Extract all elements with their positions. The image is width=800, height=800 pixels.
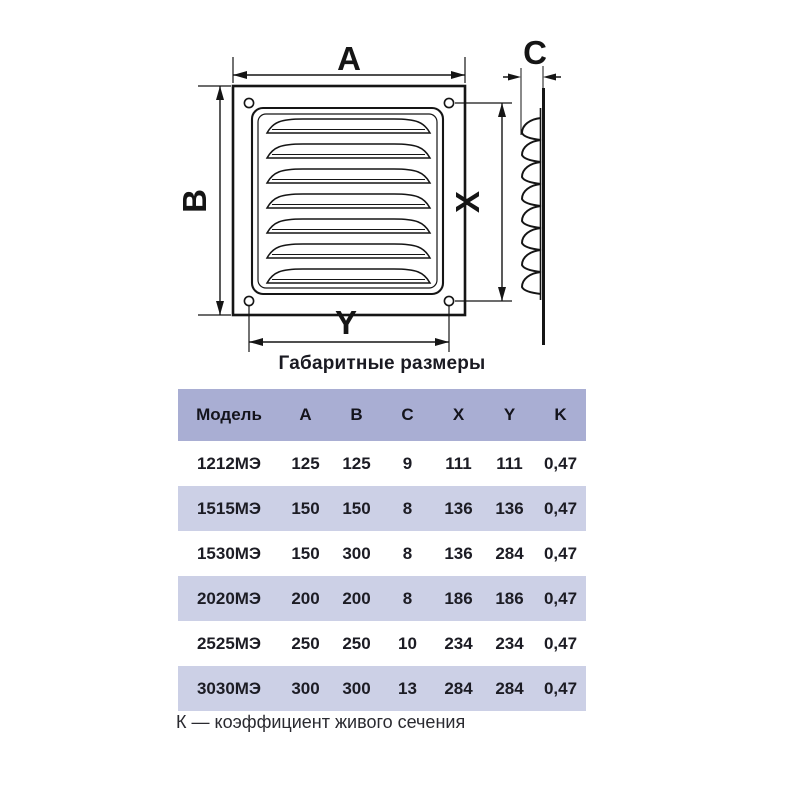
value-cell: 284 [495,543,524,563]
side-view: C [503,34,561,345]
value-cell: 125 [342,453,371,473]
screw-hole-icon [443,295,455,307]
column-header-c: C [401,405,414,424]
column-header-k: K [554,405,567,424]
value-cell: 125 [291,453,320,473]
value-cell: 136 [444,543,473,563]
value-cell: 0,47 [543,498,578,518]
spec-table: Модель A B C X Y K 1212МЭ 125 125 9 111 111 0,… [178,389,586,711]
dimension-b-label: B [176,189,213,213]
model-cell: 2020МЭ [196,588,262,608]
value-cell: 150 [291,498,320,518]
value-cell: 0,47 [543,588,578,608]
louver-slat [265,243,432,259]
model-cell: 1212МЭ [196,453,262,473]
value-cell: 8 [402,498,413,518]
value-cell: 8 [402,543,413,563]
value-cell: 300 [342,678,371,698]
model-cell: 2525МЭ [196,633,262,653]
value-cell: 0,47 [543,633,578,653]
value-cell: 200 [342,588,371,608]
value-cell: 10 [398,633,417,653]
value-cell: 150 [291,543,320,563]
value-cell: 300 [342,543,371,563]
dimension-drawing: A B X Y C [176,34,561,352]
column-header-x: X [452,405,465,424]
value-cell: 111 [496,453,523,473]
dimension-x: X [449,102,512,302]
louver-slat [265,168,432,184]
value-cell: 186 [495,588,524,608]
dimension-b: B [176,85,231,316]
table-row: 3030МЭ 300 300 13 284 284 0,47 [178,666,586,711]
table-title: Габаритные размеры [278,353,486,374]
table-row: 2020МЭ 200 200 8 186 186 0,47 [178,576,586,621]
louver-slat [265,193,432,209]
value-cell: 284 [444,678,473,698]
column-header-a: A [299,405,312,424]
table-row: 1530МЭ 150 300 8 136 284 0,47 [178,531,586,576]
column-header-b: B [350,405,363,424]
screw-hole-icon [443,97,455,109]
spec-table-body: 1212МЭ 125 125 9 111 111 0,47 1515МЭ 150 150 8 136 1… [178,441,586,711]
louver-slat [265,218,432,234]
dimension-c-label: C [523,34,547,71]
value-cell: 200 [291,588,320,608]
dimension-y-label: Y [335,304,357,341]
value-cell: 250 [342,633,371,653]
dimension-a: A [232,40,466,83]
value-cell: 234 [495,633,524,653]
value-cell: 150 [342,498,371,518]
model-cell: 3030МЭ [196,678,262,698]
value-cell: 234 [444,633,473,653]
side-profile-louvers [520,117,542,295]
dimension-a-label: A [337,40,361,77]
louver-slat [265,268,432,284]
grille-inner-frame-inner [257,113,438,289]
dimension-y: Y [248,304,450,352]
front-view [231,84,467,317]
table-row: 2525МЭ 250 250 10 234 234 0,47 [178,621,586,666]
value-cell: 284 [495,678,524,698]
value-cell: 13 [398,678,417,698]
value-cell: 136 [444,498,473,518]
value-cell: 8 [402,588,413,608]
value-cell: 250 [291,633,320,653]
value-cell: 9 [402,453,413,473]
table-row: 1515МЭ 150 150 8 136 136 0,47 [178,486,586,531]
value-cell: 300 [291,678,320,698]
louver-slats [265,118,432,284]
value-cell: 111 [445,453,472,473]
grille-inner-frame-outer [250,106,445,296]
screw-hole-icon [243,295,255,307]
model-cell: 1530МЭ [196,543,262,563]
dimension-x-label: X [449,191,486,213]
column-header-model: Модель [196,405,262,424]
value-cell: 0,47 [543,543,578,563]
louver-slat [265,143,432,159]
value-cell: 0,47 [543,453,578,473]
value-cell: 136 [495,498,524,518]
column-header-y: Y [503,405,516,424]
value-cell: 186 [444,588,473,608]
screw-hole-icon [243,97,255,109]
coefficient-footnote: К — коэффициент живого сечения [176,712,466,732]
table-header-row: Модель A B C X Y K [178,389,586,441]
louver-slat [265,118,432,134]
table-row: 1212МЭ 125 125 9 111 111 0,47 [178,441,586,486]
value-cell: 0,47 [543,678,578,698]
model-cell: 1515МЭ [196,498,262,518]
